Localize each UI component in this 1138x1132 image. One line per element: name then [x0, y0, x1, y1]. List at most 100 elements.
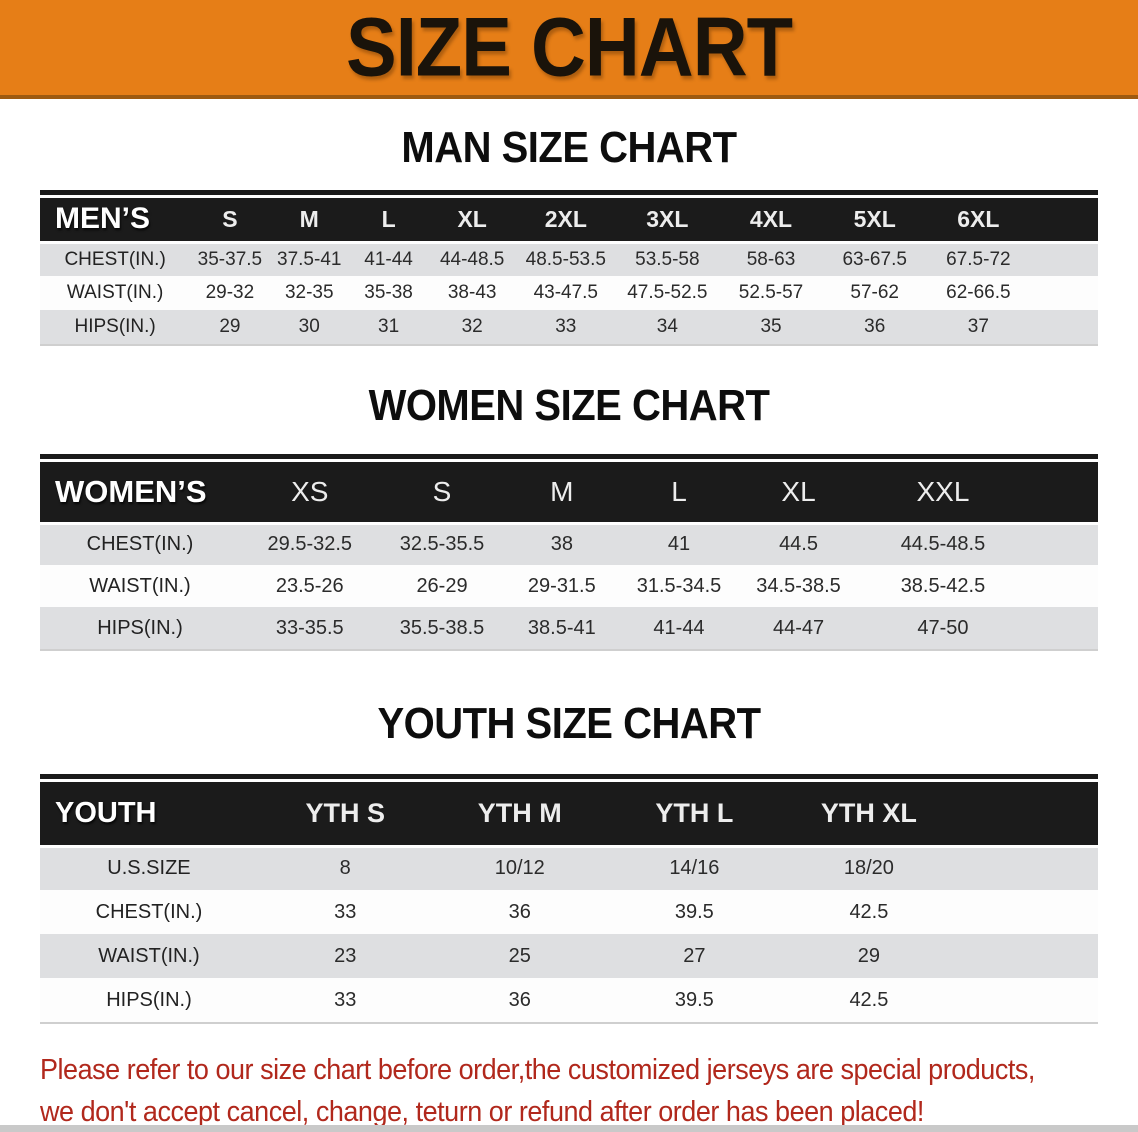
- size-value-cell: 33: [334, 988, 357, 1011]
- size-value-cell: 47-50: [917, 616, 969, 639]
- row-label: CHEST(IN.): [40, 521, 240, 565]
- size-value-cell: 37: [967, 316, 989, 337]
- policy-note-line2: we don't accept cancel, change, teturn o…: [40, 1096, 924, 1129]
- size-column-header: XL: [457, 205, 487, 232]
- size-value-cell: 39.5: [674, 988, 714, 1011]
- size-value-cell: 38.5-42.5: [900, 574, 986, 597]
- size-value-cell: 41: [619, 521, 739, 565]
- size-value-cell: 32-35: [284, 282, 334, 303]
- size-column-header: YTH M: [477, 797, 562, 828]
- size-value-cell: 33: [555, 316, 577, 337]
- size-value-cell: 23.5-26: [275, 574, 344, 597]
- measurement-row: CHEST(IN.) 35-37.5 37.5-41 41-44 44-48.5 48.5…: [40, 240, 1098, 276]
- row-label: HIPS(IN.): [106, 988, 192, 1011]
- man-size-chart-section: MAN SIZE CHART MEN’S S M L XL 2XL 3XL 4XL 5XL 6XL…: [0, 124, 1138, 346]
- size-value-cell: 10/12: [432, 844, 608, 890]
- measurement-row: U.S.SIZE 8 10/12 14/16 18/20: [40, 844, 1098, 890]
- youth-size-table-wrap: YOUTH YTH S YTH M YTH L YTH XL U.S.SIZE 8 10/1…: [40, 774, 1098, 1024]
- size-value-cell: 38: [504, 521, 620, 565]
- size-column-header: 4XL: [749, 205, 793, 232]
- youth-size-chart-heading: YOUTH SIZE CHART: [377, 700, 761, 748]
- size-value-cell: 52.5-57: [738, 282, 804, 303]
- row-label: HIPS(IN.): [74, 316, 156, 337]
- size-value-cell: 34: [656, 316, 678, 337]
- row-label: WAIST(IN.): [89, 574, 191, 597]
- size-value-cell: 26-29: [416, 574, 468, 597]
- womens-size-table-wrap: WOMEN’S XS S M L XL XXL CHEST(IN.) 29.5-32.5 32.…: [40, 454, 1098, 651]
- size-value-cell: 23: [334, 944, 357, 967]
- size-chart-banner: SIZE CHART: [0, 0, 1138, 99]
- size-value-cell: 29: [857, 944, 881, 967]
- size-value-cell: 42.5: [849, 900, 889, 923]
- size-column-header: S: [432, 475, 452, 507]
- women-size-chart-heading: WOMEN SIZE CHART: [368, 382, 770, 430]
- size-value-cell: 36: [508, 900, 531, 923]
- size-value-cell: 36: [508, 988, 531, 1011]
- mens-size-table: MEN’S S M L XL 2XL 3XL 4XL 5XL 6XL CHEST(IN.) 35-3…: [40, 198, 1098, 344]
- size-value-cell: 8: [257, 844, 433, 890]
- size-value-cell: 44.5-48.5: [858, 521, 1028, 565]
- measurement-row: CHEST(IN.) 33 36 39.5 42.5: [40, 890, 1098, 934]
- row-filler: [956, 934, 1098, 978]
- row-filler: [956, 844, 1098, 890]
- youth-size-table: YOUTH YTH S YTH M YTH L YTH XL U.S.SIZE 8 10/1…: [40, 782, 1098, 1022]
- size-value-cell: 38.5-41: [527, 616, 596, 639]
- size-value-cell: 29.5-32.5: [239, 521, 380, 565]
- size-value-cell: 35-37.5: [190, 240, 270, 276]
- row-label: WAIST(IN.): [98, 944, 200, 967]
- size-column-header: XXL: [916, 475, 970, 507]
- youth-table-body: U.S.SIZE 8 10/12 14/16 18/20 CHEST(IN.) 33 36 39…: [40, 844, 1098, 1022]
- size-value-cell: 14/16: [607, 844, 782, 890]
- policy-note: Please refer to our size chart before or…: [40, 1049, 1138, 1132]
- size-column-header: 5XL: [853, 205, 896, 232]
- size-value-cell: 31: [378, 316, 400, 337]
- row-filler: [1027, 521, 1098, 565]
- size-value-cell: 41-44: [653, 616, 705, 639]
- size-value-cell: 27: [683, 944, 706, 967]
- size-value-cell: 48.5-53.5: [516, 240, 616, 276]
- table-corner-label: WOMEN’S: [55, 473, 207, 509]
- table-corner-label: MEN’S: [55, 202, 151, 236]
- row-filler: [956, 890, 1098, 934]
- size-column-header: XL: [781, 475, 816, 507]
- womens-table-body: CHEST(IN.) 29.5-32.5 32.5-35.5 38 41 44.5 44.5…: [40, 521, 1098, 649]
- size-value-cell: 44.5: [738, 521, 859, 565]
- size-column-header: YTH L: [655, 797, 734, 828]
- size-value-cell: 33: [334, 900, 357, 923]
- size-column-header: M: [299, 205, 319, 232]
- row-filler: [1030, 310, 1098, 344]
- size-value-cell: 25: [508, 944, 531, 967]
- size-value-cell: 36: [864, 316, 886, 337]
- row-filler: [1028, 565, 1098, 607]
- measurement-row: HIPS(IN.) 33 36 39.5 42.5: [40, 978, 1098, 1022]
- size-value-cell: 30: [298, 316, 320, 337]
- youth-header-row: YOUTH YTH S YTH M YTH L YTH XL: [40, 782, 1098, 846]
- row-label: U.S.SIZE: [40, 844, 258, 890]
- size-value-cell: 35-38: [364, 282, 413, 303]
- banner-title: SIZE CHART: [346, 0, 793, 95]
- youth-size-chart-section: YOUTH SIZE CHART YOUTH YTH S YTH M YTH L YTH…: [0, 700, 1138, 1024]
- size-value-cell: 35.5-38.5: [399, 616, 485, 639]
- size-column-header: S: [222, 205, 238, 232]
- size-value-cell: 58-63: [719, 240, 823, 276]
- size-value-cell: 39.5: [674, 900, 714, 923]
- womens-size-table: WOMEN’S XS S M L XL XXL CHEST(IN.) 29.5-32.5 32.…: [40, 462, 1098, 649]
- size-value-cell: 42.5: [849, 988, 889, 1011]
- size-value-cell: 44-48.5: [428, 240, 517, 276]
- measurement-row: WAIST(IN.) 23.5-26 26-29 29-31.5 31.5-34.5 34…: [40, 565, 1098, 607]
- row-label: HIPS(IN.): [97, 616, 183, 639]
- size-value-cell: 43-47.5: [533, 282, 599, 303]
- size-value-cell: 32.5-35.5: [379, 521, 505, 565]
- size-value-cell: 38-43: [447, 282, 497, 303]
- size-column-header: YTH S: [305, 797, 385, 828]
- size-column-header: XS: [291, 475, 329, 507]
- mens-table-body: CHEST(IN.) 35-37.5 37.5-41 41-44 44-48.5 48.5…: [40, 240, 1098, 344]
- bottom-divider-bar: [0, 1125, 1138, 1132]
- women-size-chart-section: WOMEN SIZE CHART WOMEN’S XS S M L XL XXL CHEST…: [0, 382, 1138, 651]
- size-value-cell: 44-47: [772, 616, 825, 639]
- row-filler: [1028, 607, 1098, 649]
- size-column-header: 3XL: [646, 205, 689, 232]
- size-value-cell: 67.5-72: [926, 240, 1031, 276]
- row-label: CHEST(IN.): [95, 900, 203, 923]
